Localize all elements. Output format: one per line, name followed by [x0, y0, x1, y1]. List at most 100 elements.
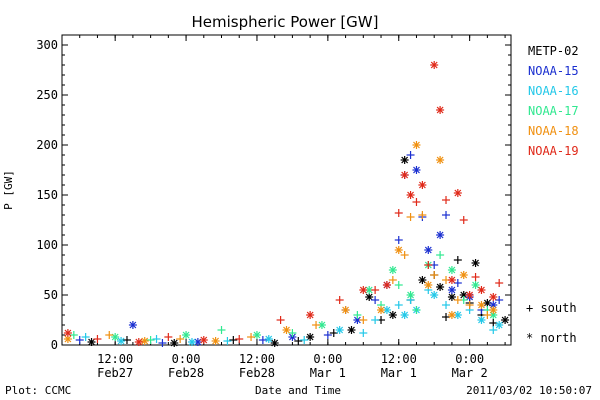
- data-point-north: [465, 291, 474, 299]
- x-tick-label-time: 0:00: [455, 352, 484, 366]
- data-point-north: [388, 311, 397, 319]
- marker-stroke: [111, 333, 119, 341]
- data-point-south: [329, 329, 338, 337]
- data-point-south: [323, 331, 332, 339]
- marker-stroke: [135, 338, 143, 346]
- marker-stroke: [472, 259, 479, 267]
- data-point-south: [412, 306, 421, 314]
- data-point-south: [394, 301, 403, 309]
- x-tick-label-time: 12:00: [239, 352, 275, 366]
- marker-stroke: [460, 271, 468, 279]
- data-point-north: [394, 246, 403, 254]
- data-point-south: [400, 251, 409, 259]
- data-point-south: [394, 281, 403, 289]
- data-point-south: [158, 339, 167, 347]
- marker-stroke: [478, 316, 485, 324]
- data-point-north: [182, 331, 191, 339]
- x-tick-label-time: 12:00: [97, 352, 133, 366]
- marker-stroke: [407, 191, 414, 199]
- marker-stroke: [478, 301, 485, 309]
- marker-stroke: [353, 316, 361, 324]
- data-point-north: [483, 299, 492, 307]
- data-point-south: [394, 236, 403, 244]
- x-tick-label-date: Feb28: [168, 366, 204, 380]
- data-point-north: [282, 326, 291, 334]
- plot-frame: [61, 34, 512, 346]
- data-point-north: [87, 338, 96, 346]
- marker-stroke: [271, 339, 279, 347]
- data-point-south: [312, 321, 321, 329]
- marker-stroke: [365, 286, 373, 294]
- data-point-north: [306, 311, 315, 319]
- data-point-south: [229, 336, 238, 344]
- marker-stroke: [306, 333, 314, 341]
- data-point-north: [412, 166, 421, 174]
- x-tick-label-date: Feb28: [239, 366, 275, 380]
- data-point-north: [400, 171, 409, 179]
- marker-stroke: [389, 266, 397, 274]
- data-point-north: [382, 281, 391, 289]
- marker-stroke: [454, 311, 462, 319]
- data-point-south: [489, 326, 498, 334]
- marker-stroke: [466, 291, 474, 299]
- data-point-north: [477, 301, 486, 309]
- marker-stroke: [200, 336, 208, 344]
- data-point-south: [105, 331, 114, 339]
- marker-stroke: [212, 337, 220, 345]
- data-point-south: [217, 326, 226, 334]
- data-point-south: [371, 296, 380, 304]
- legend-item: METP-02: [528, 44, 579, 58]
- data-point-north: [459, 271, 468, 279]
- x-tick-label-date: Feb27: [97, 366, 133, 380]
- y-tick-label: 250: [36, 88, 58, 102]
- data-point-south: [453, 296, 462, 304]
- data-point-south: [394, 209, 403, 217]
- data-point-south: [335, 296, 344, 304]
- marker-stroke: [436, 106, 444, 114]
- data-point-north: [424, 246, 433, 254]
- x-tick-label-date: Mar 1: [381, 366, 417, 380]
- data-point-north: [117, 337, 126, 345]
- marker-stroke: [141, 337, 149, 345]
- marker-legend-item: + south: [526, 301, 577, 315]
- data-point-north: [418, 276, 427, 284]
- series-legend: METP-02 NOAA-15 NOAA-16 NOAA-17 NOAA-18 NOAA-…: [528, 44, 579, 158]
- marker-legend-item: * north: [526, 331, 577, 345]
- data-point-south: [359, 329, 368, 337]
- marker-stroke: [306, 311, 314, 319]
- marker-stroke: [413, 141, 420, 149]
- marker-stroke: [448, 311, 456, 319]
- x-tick-label-time: 12:00: [381, 352, 417, 366]
- marker-stroke: [495, 321, 503, 329]
- y-tick-label: 300: [36, 38, 58, 52]
- y-axis: 0 50 100 150 200 250 300: [36, 38, 511, 352]
- marker-stroke: [424, 246, 432, 254]
- x-tick-label-date: Mar 2: [452, 366, 488, 380]
- marker-stroke: [401, 156, 409, 164]
- data-point-north: [453, 189, 462, 197]
- marker-stroke: [389, 311, 397, 319]
- data-point-north: [187, 338, 196, 346]
- data-point-north: [424, 281, 433, 289]
- data-point-south: [353, 311, 362, 319]
- data-point-north: [418, 181, 427, 189]
- data-point-north: [447, 293, 456, 301]
- data-point-north: [477, 286, 486, 294]
- marker-stroke: [436, 156, 444, 164]
- data-point-north: [365, 293, 374, 301]
- data-point-north: [306, 333, 315, 341]
- marker-stroke: [501, 316, 509, 324]
- marker-stroke: [424, 281, 432, 289]
- legend-item: NOAA-18: [528, 124, 579, 138]
- data-point-south: [223, 337, 232, 345]
- marker-stroke: [430, 291, 438, 299]
- data-point-south: [442, 196, 451, 204]
- marker-legend: + south * north: [526, 301, 577, 345]
- marker-stroke: [64, 335, 72, 343]
- marker-stroke: [489, 293, 497, 301]
- marker-stroke: [336, 326, 344, 334]
- data-point-north: [170, 339, 179, 347]
- y-tick-label: 0: [51, 338, 58, 352]
